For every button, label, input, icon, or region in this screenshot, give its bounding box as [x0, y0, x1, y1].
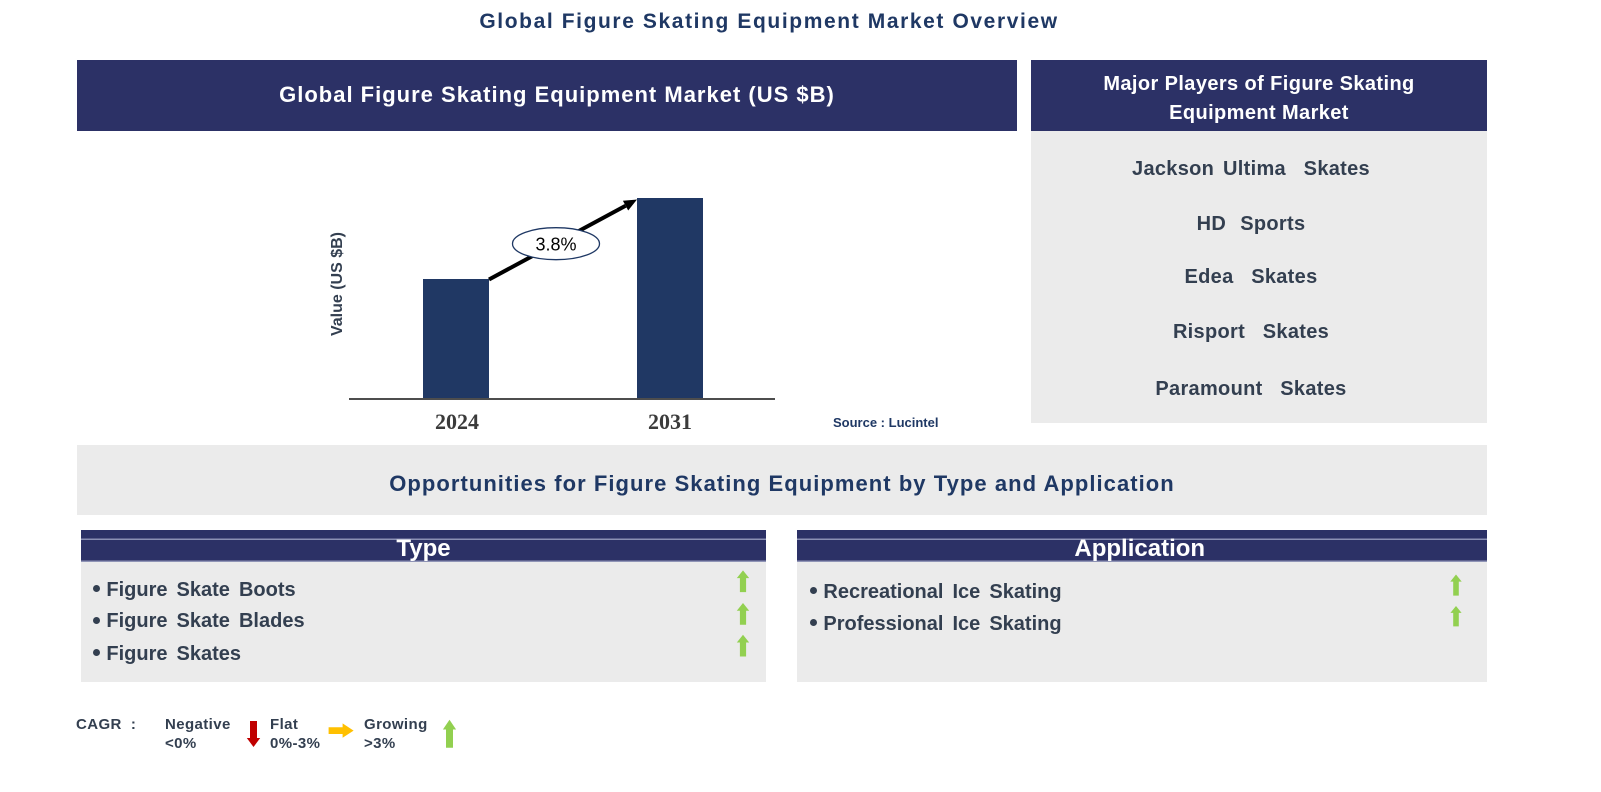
- svg-text:3.8%: 3.8%: [535, 235, 576, 255]
